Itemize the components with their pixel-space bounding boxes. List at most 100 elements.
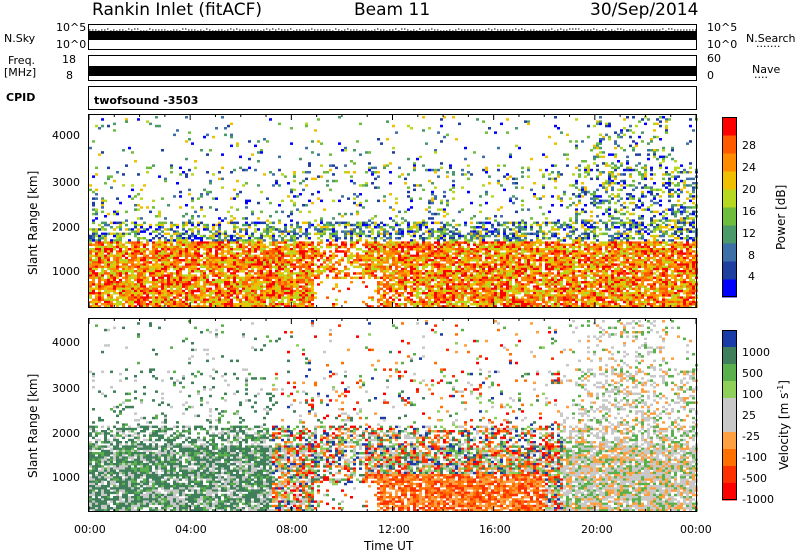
power-cell (308, 248, 311, 251)
power-cell (245, 232, 248, 236)
power-cell (206, 289, 209, 293)
power-cell (203, 305, 206, 308)
power-cell (218, 237, 221, 240)
power-cell (281, 276, 284, 280)
power-cell (134, 160, 137, 163)
power-cell (311, 294, 314, 297)
power-cell (254, 296, 257, 299)
power-cell (131, 276, 134, 280)
power-cell (278, 274, 281, 277)
power-cell (137, 292, 140, 295)
power-cell (200, 243, 203, 247)
power-cell (281, 298, 284, 302)
power-cell (389, 237, 392, 240)
power-cell (272, 303, 275, 306)
power-cell (161, 305, 164, 308)
power-cell (170, 237, 173, 240)
power-cell (242, 168, 245, 172)
power-cell (260, 241, 263, 244)
power-cell (131, 248, 134, 251)
power-cell (227, 234, 230, 238)
power-cell (113, 272, 116, 275)
power-cell (128, 248, 131, 251)
power-cell (170, 276, 173, 280)
power-cell (377, 252, 380, 255)
power-cell (131, 281, 134, 284)
power-cell (182, 303, 185, 306)
power-cell (122, 283, 125, 286)
power-cell (368, 245, 371, 249)
power-cell (137, 303, 140, 306)
power-cell (89, 270, 92, 273)
power-cell (176, 294, 179, 297)
power-cell (101, 259, 104, 262)
power-cell (392, 276, 395, 280)
power-cell (137, 256, 140, 260)
power-cell (134, 270, 137, 273)
power-cell (254, 263, 257, 266)
power-cell (98, 250, 101, 253)
power-cell (188, 245, 191, 249)
power-cell (158, 278, 161, 282)
power-cell (233, 256, 236, 260)
power-cell (209, 300, 212, 304)
power-cell (224, 272, 227, 275)
power-cell (194, 237, 197, 240)
power-cell (146, 303, 149, 306)
power-cell (206, 294, 209, 297)
power-cell (206, 261, 209, 264)
power-cell (158, 274, 161, 277)
power-cell (335, 254, 338, 258)
power-cell (287, 292, 290, 295)
power-cell (239, 265, 242, 269)
power-cell (215, 250, 218, 253)
power-cell (359, 201, 362, 205)
power-cell (119, 289, 122, 293)
power-cell (110, 186, 113, 189)
power-cell (290, 285, 293, 288)
power-cell (191, 215, 194, 218)
power-cell (308, 294, 311, 297)
power-cell (98, 281, 101, 284)
power-cell (191, 173, 194, 176)
power-cell (149, 303, 152, 306)
power-cell (383, 303, 386, 306)
power-cell (287, 283, 290, 286)
power-cell (125, 245, 128, 249)
power-cell (101, 278, 104, 282)
power-cell (224, 305, 227, 308)
power-cell (146, 120, 149, 123)
nave-label: Nave (752, 63, 781, 76)
power-cell (278, 245, 281, 249)
power-cell (89, 248, 92, 251)
power-cell (332, 179, 335, 183)
power-cell (383, 252, 386, 255)
power-cell (299, 276, 302, 280)
power-cell (290, 250, 293, 253)
power-cell (239, 248, 242, 251)
power-cell (179, 234, 182, 238)
power-cell (293, 294, 296, 297)
power-cell (113, 292, 116, 295)
power-cell (245, 241, 248, 244)
power-cell (383, 278, 386, 282)
power-cell (389, 305, 392, 308)
power-cell (398, 278, 401, 282)
power-cell (266, 292, 269, 295)
power-cell (245, 298, 248, 302)
power-cell (230, 256, 233, 260)
power-cell (275, 263, 278, 266)
power-cell (227, 270, 230, 273)
power-cell (308, 292, 311, 295)
power-cell (101, 296, 104, 299)
power-cell (107, 261, 110, 264)
power-cell (335, 298, 338, 302)
power-cell (308, 171, 311, 174)
power-cell (98, 248, 101, 251)
power-cell (356, 204, 359, 207)
power-cell (164, 252, 167, 255)
power-cell (284, 254, 287, 258)
power-cell (218, 274, 221, 277)
power-cell (242, 265, 245, 269)
power-cell (176, 270, 179, 273)
